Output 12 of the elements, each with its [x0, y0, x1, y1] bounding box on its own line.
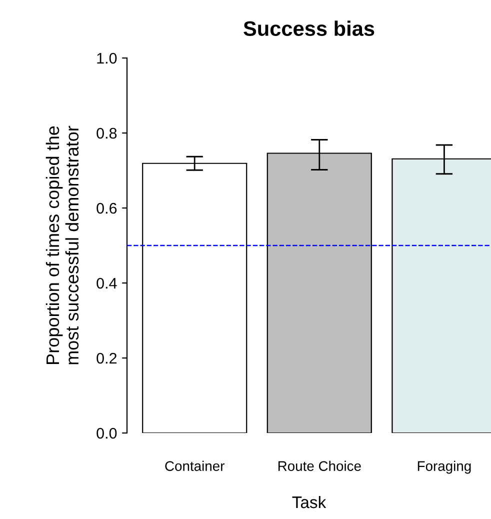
y-axis-title: Proportion of times copied the most successful demonstrator [46, 126, 79, 364]
y-tick-label: 0.8 [96, 128, 117, 139]
x-axis-title: Task [292, 496, 326, 508]
y-tick-label: 1.0 [97, 52, 117, 64]
y-tick-label: 0.2 [96, 352, 117, 364]
x-tick-label: Route Choice [278, 460, 361, 471]
y-tick-label: 0.0 [96, 428, 117, 439]
x-tick-label: Container [165, 460, 224, 471]
y-tick-label: 0.6 [96, 202, 117, 214]
chart-title: Success bias [244, 20, 374, 36]
y-tick-label: 0.4 [96, 278, 117, 289]
x-tick-label: Foraging [418, 460, 471, 474]
